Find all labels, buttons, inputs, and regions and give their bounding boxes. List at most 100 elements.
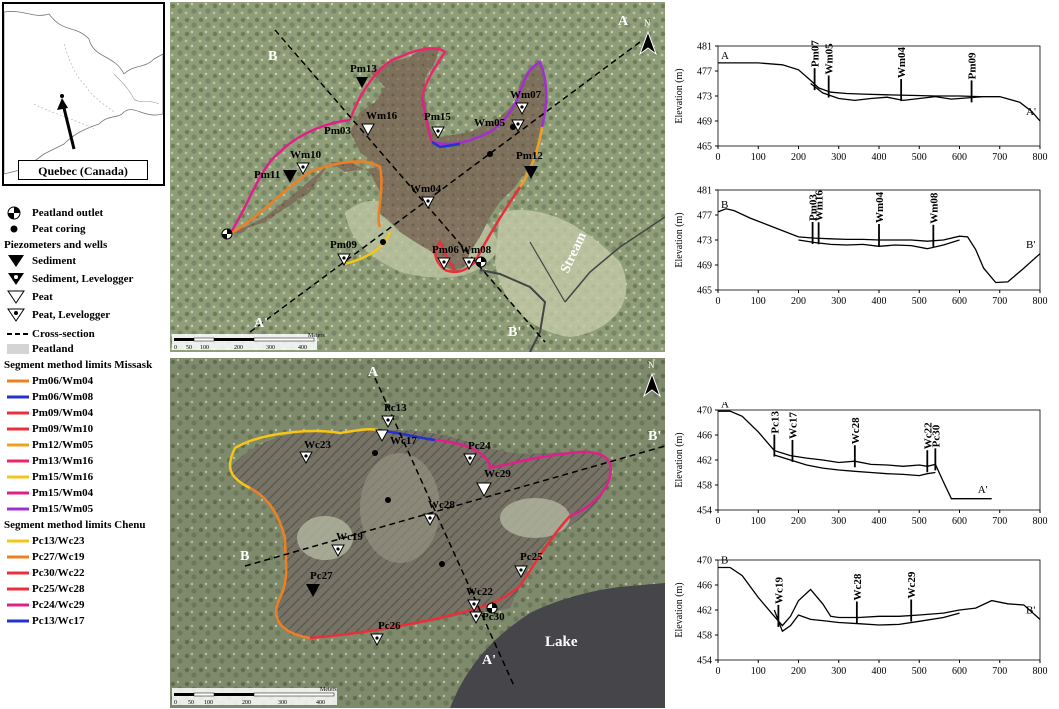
y-tick-label: 465 — [697, 286, 712, 297]
well-marker-label: Pm03 — [808, 194, 820, 221]
section-label-B: B — [268, 49, 277, 64]
x-tick-label: 0 — [716, 296, 721, 307]
point-Wc22: Wc22 — [466, 586, 493, 613]
svg-text:Wc17: Wc17 — [390, 435, 417, 447]
svg-text:Meters: Meters — [320, 687, 337, 693]
coring-point — [380, 239, 386, 245]
x-tick-label: 0 — [716, 152, 721, 163]
legend-segment-label: Pc27/Wc19 — [32, 551, 85, 563]
svg-text:Wc29: Wc29 — [484, 468, 511, 480]
segment-swatch-icon — [7, 571, 29, 575]
profile-line-1 — [810, 82, 1000, 102]
svg-text:N: N — [648, 360, 655, 370]
peatland-swatch-icon — [7, 344, 29, 354]
y-tick-label: 458 — [697, 631, 712, 642]
map-missask: Pm13 Wm16 Pm03 Wm10 Pm11 Pm15 Wm07 Wm05 … — [170, 2, 665, 352]
svg-text:Pm12: Pm12 — [516, 150, 543, 162]
x-tick-label: 200 — [791, 666, 806, 677]
y-axis-label: Elevation (m) — [674, 68, 685, 123]
well-marker-label: Wc28 — [852, 573, 864, 600]
y-tick-label: 458 — [697, 481, 712, 492]
svg-text:Wm07: Wm07 — [510, 89, 542, 101]
y-tick-label: 469 — [697, 261, 712, 272]
chenu-map-graphic: Pc13 Wc17 Wc23 Pc24 Wc29 Wc28 Wc19 Pc27 … — [170, 358, 665, 708]
y-tick-label: 473 — [697, 92, 712, 103]
profile-line-1 — [773, 609, 960, 633]
point-Pc26: Pc26 — [370, 620, 401, 647]
x-tick-label: 600 — [952, 296, 967, 307]
legend-outlet-label: Peatland outlet — [32, 207, 104, 219]
profile-line-0 — [718, 566, 1041, 627]
svg-text:Wc23: Wc23 — [304, 439, 331, 451]
point-Wm16: Wm16 — [361, 110, 398, 137]
scale-bar: 0 50 100 200 300 400 Meters — [172, 333, 325, 351]
svg-text:Pc30: Pc30 — [482, 611, 505, 623]
section-label-A-prime: A' — [254, 316, 268, 331]
well-marker-label: Wc22 — [922, 422, 934, 449]
svg-text:200: 200 — [242, 700, 251, 706]
x-tick-label: 700 — [992, 152, 1007, 163]
point-Pc27: Pc27 — [306, 570, 333, 597]
well-marker-label: Wm08 — [928, 192, 940, 224]
cross-section-chart-chenu-BB: 454 458 462 466 470 0 100 200 300 400 500 600 700 800… — [674, 555, 1048, 678]
well-marker-label: Wc28 — [850, 417, 862, 444]
legend-chenu-title: Segment method limits Chenu — [4, 519, 146, 531]
legend-segment-label: Pc13/Wc23 — [32, 535, 85, 547]
y-tick-label: 466 — [697, 431, 712, 442]
x-tick-label: 800 — [1033, 152, 1048, 163]
x-tick-label: 200 — [791, 516, 806, 527]
cross-section-chart-missask-AA: 465 469 473 477 481 0 100 200 300 400 500 600 700 800… — [674, 40, 1048, 163]
inset-map-graphic — [4, 4, 163, 184]
segment-swatch-icon — [7, 603, 29, 607]
svg-text:Pm06: Pm06 — [432, 244, 459, 256]
svg-text:Pm03: Pm03 — [324, 125, 351, 137]
svg-text:0: 0 — [174, 700, 177, 706]
x-tick-label: 400 — [872, 666, 887, 677]
svg-text:Wc22: Wc22 — [466, 586, 493, 598]
x-tick-label: 400 — [872, 516, 887, 527]
y-tick-label: 481 — [697, 42, 712, 53]
inset-locator-map — [2, 2, 165, 186]
profile-start-label: A — [721, 402, 729, 410]
outlet-icon — [7, 206, 21, 220]
legend-coring-label: Peat coring — [32, 223, 86, 235]
map-chenu: Pc13 Wc17 Wc23 Pc24 Wc29 Wc28 Wc19 Pc27 … — [170, 358, 665, 708]
y-axis-label: Elevation (m) — [674, 582, 685, 637]
y-tick-label: 466 — [697, 581, 712, 592]
plot-frame — [717, 409, 1041, 511]
profile-start-label: A — [721, 50, 729, 62]
cross-section-chart-missask-BB: 465 469 473 477 481 0 100 200 300 400 500 600 700 800… — [674, 186, 1048, 308]
legend-segment-label: Pc13/Wc17 — [32, 615, 85, 627]
inset-label: Quebec (Canada) — [18, 160, 148, 180]
point-Pc13: Pc13 — [381, 402, 407, 429]
svg-text:Pc13: Pc13 — [384, 402, 407, 414]
svg-text:Pc27: Pc27 — [310, 570, 333, 582]
well-marker-label: Wc19 — [773, 577, 785, 604]
y-tick-label: 470 — [697, 556, 712, 567]
section-label-B: B — [240, 549, 249, 564]
legend-segment-label: Pm09/Wm04 — [32, 407, 94, 419]
legend-sediment-label: Sediment — [32, 255, 76, 267]
point-Wc17: Wc17 — [375, 429, 417, 447]
y-tick-label: 454 — [697, 506, 712, 517]
well-marker-label: Pm07 — [810, 40, 822, 67]
x-tick-label: 0 — [716, 516, 721, 527]
x-tick-label: 700 — [992, 516, 1007, 527]
svg-text:Wm16: Wm16 — [366, 110, 398, 122]
svg-text:300: 300 — [266, 345, 275, 351]
segment-swatch-icon — [7, 507, 29, 511]
section-label-A-prime: A' — [482, 653, 496, 668]
profile-end-label: A' — [1026, 106, 1036, 118]
y-tick-label: 465 — [697, 142, 712, 153]
coring-point — [372, 450, 378, 456]
point-Pc30: Pc30 — [469, 611, 505, 625]
segment-swatch-icon — [7, 619, 29, 623]
legend-missask-title: Segment method limits Missask — [4, 359, 153, 371]
point-Pm09: Pm09 — [330, 239, 357, 267]
coring-point — [439, 561, 445, 567]
x-tick-label: 100 — [751, 666, 766, 677]
x-tick-label: 300 — [831, 666, 846, 677]
profile-line-0 — [718, 410, 992, 500]
x-tick-label: 400 — [872, 152, 887, 163]
profile-end-label: B' — [1026, 604, 1035, 616]
